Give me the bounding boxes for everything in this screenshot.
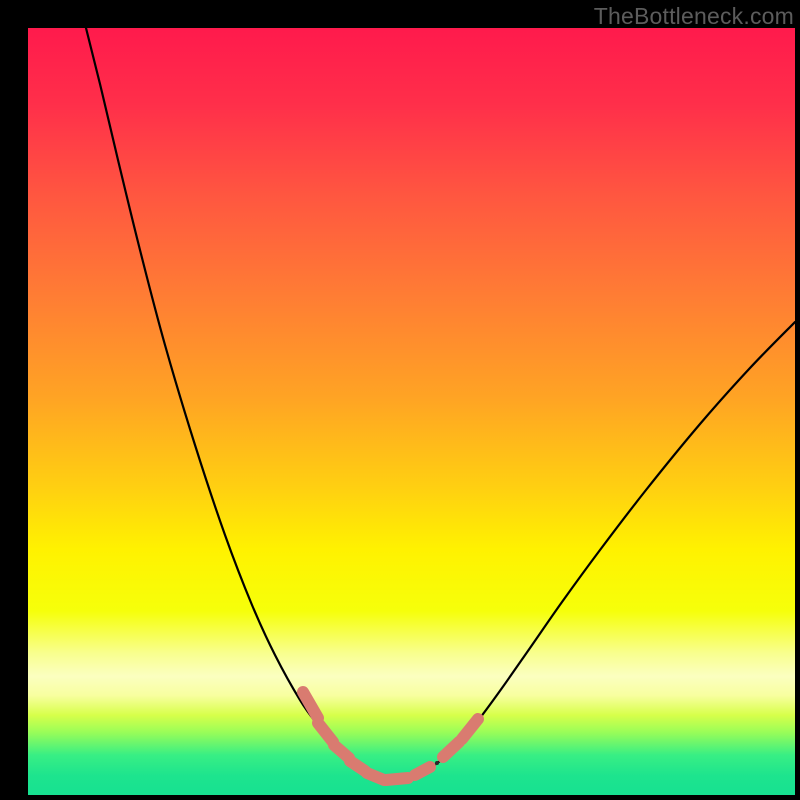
curve-marker-dot [435, 761, 439, 765]
gradient-curve-plot [0, 0, 800, 800]
overlay-segment [415, 767, 430, 775]
overlay-segment [386, 778, 408, 780]
plot-background [28, 28, 795, 795]
watermark-text: TheBottleneck.com [594, 3, 794, 30]
